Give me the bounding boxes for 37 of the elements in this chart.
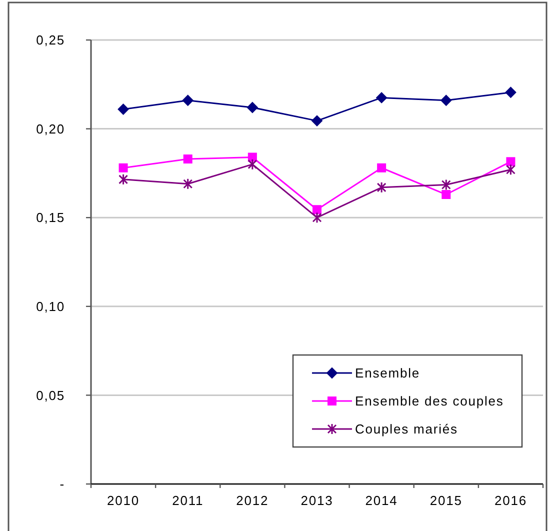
y-tick-label: 0,10 xyxy=(36,298,65,314)
x-tick-label: 2014 xyxy=(365,493,398,508)
point xyxy=(312,212,322,224)
x-tick-label: 2011 xyxy=(172,493,204,508)
point xyxy=(248,158,258,170)
point xyxy=(376,92,388,104)
point xyxy=(440,94,452,106)
point xyxy=(312,115,322,126)
y-tick-label: 0,20 xyxy=(36,121,65,136)
legend-label: Ensemble des couples xyxy=(355,394,504,409)
point xyxy=(118,174,128,186)
point xyxy=(183,154,192,164)
point xyxy=(246,102,258,113)
point xyxy=(248,152,257,162)
y-tick-label: 0,15 xyxy=(36,210,65,226)
point xyxy=(506,157,516,166)
point xyxy=(118,163,128,172)
x-tick-label: 2015 xyxy=(430,493,462,508)
point xyxy=(505,86,516,98)
x-tick-label: 2012 xyxy=(236,493,269,508)
y-tick-label: 0,25 xyxy=(36,32,65,48)
point xyxy=(506,164,516,176)
point xyxy=(376,182,386,194)
y-tick-label: 0,05 xyxy=(36,388,65,403)
x-tick-label: 2010 xyxy=(107,493,140,508)
legend-label: Couples mariés xyxy=(355,422,458,437)
x-tick-label: 2013 xyxy=(300,493,334,508)
legend-label: Ensemble xyxy=(355,366,420,381)
point xyxy=(442,190,451,200)
point xyxy=(312,205,322,214)
point xyxy=(182,94,194,106)
point xyxy=(183,178,193,190)
x-tick-label: 2016 xyxy=(494,493,527,508)
y-tick-label: - xyxy=(60,476,65,492)
point xyxy=(441,178,451,190)
point xyxy=(118,104,129,115)
point xyxy=(377,163,386,172)
